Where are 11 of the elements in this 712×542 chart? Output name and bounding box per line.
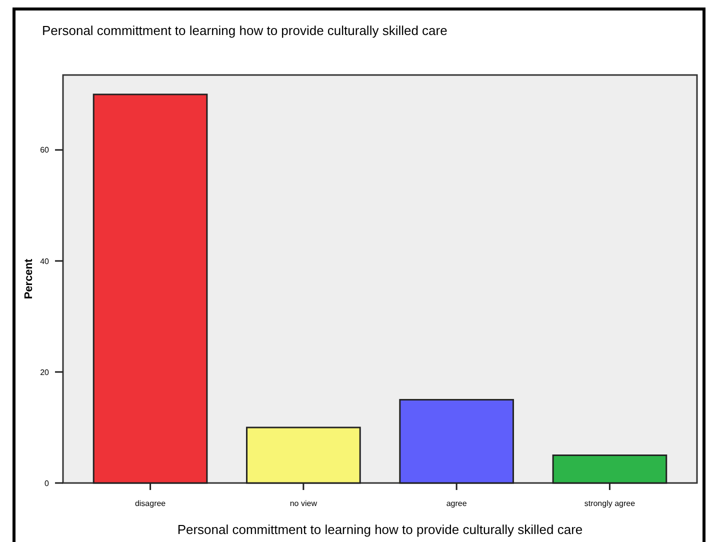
x-tick-label: strongly agree	[584, 499, 636, 508]
y-tick-label: 40	[40, 256, 50, 266]
x-tick-label: no view	[290, 499, 318, 508]
y-axis-title: Percent	[23, 258, 35, 300]
y-tick-label: 0	[44, 478, 50, 488]
chart-title: Personal committment to learning how to provide culturally skilled care	[42, 23, 448, 38]
x-tick-label: agree	[446, 499, 468, 508]
x-tick-label: disagree	[134, 499, 166, 508]
y-tick-label: 20	[40, 368, 50, 377]
x-axis-title: Personal committment to learning how to provide culturally skilled care	[177, 522, 583, 537]
y-tick-label: 60	[40, 146, 50, 155]
